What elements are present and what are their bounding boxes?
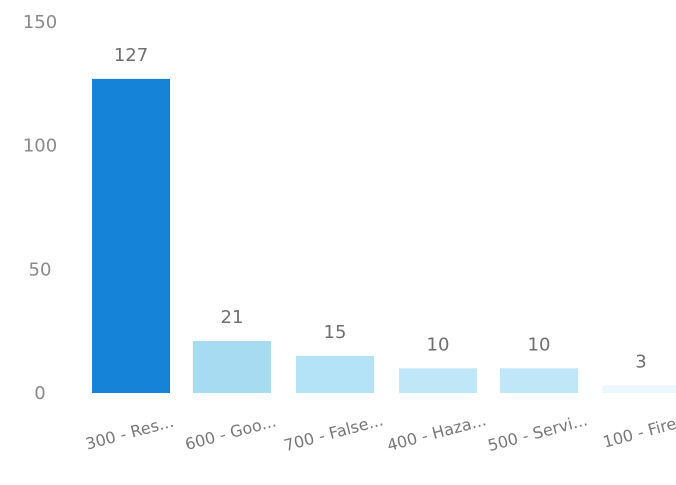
bar[interactable]: [92, 78, 170, 394]
bar[interactable]: [602, 385, 676, 393]
x-tick-label: 700 - False...: [282, 410, 385, 455]
bar[interactable]: [399, 368, 477, 393]
data-label: 3: [635, 352, 646, 373]
x-tick-label: 600 - Goo...: [183, 411, 278, 454]
data-label: 15: [324, 322, 347, 343]
data-label: 21: [221, 307, 244, 328]
bar[interactable]: [500, 368, 578, 393]
x-tick-label: 400 - Haza...: [385, 410, 488, 455]
bar[interactable]: [296, 355, 374, 393]
y-tick-label: 0: [34, 383, 45, 404]
y-tick-label: 50: [29, 259, 52, 280]
data-label: 10: [427, 334, 450, 355]
x-tick-label: 100 - Fire: [601, 414, 676, 452]
bar[interactable]: [193, 341, 271, 393]
data-label: 10: [528, 334, 551, 355]
x-tick-label: 500 - Servi...: [486, 410, 590, 455]
x-tick-label: 300 - Res...: [83, 412, 175, 454]
data-label: 127: [114, 45, 148, 66]
y-tick-label: 150: [23, 12, 57, 33]
y-tick-label: 100: [23, 136, 57, 157]
